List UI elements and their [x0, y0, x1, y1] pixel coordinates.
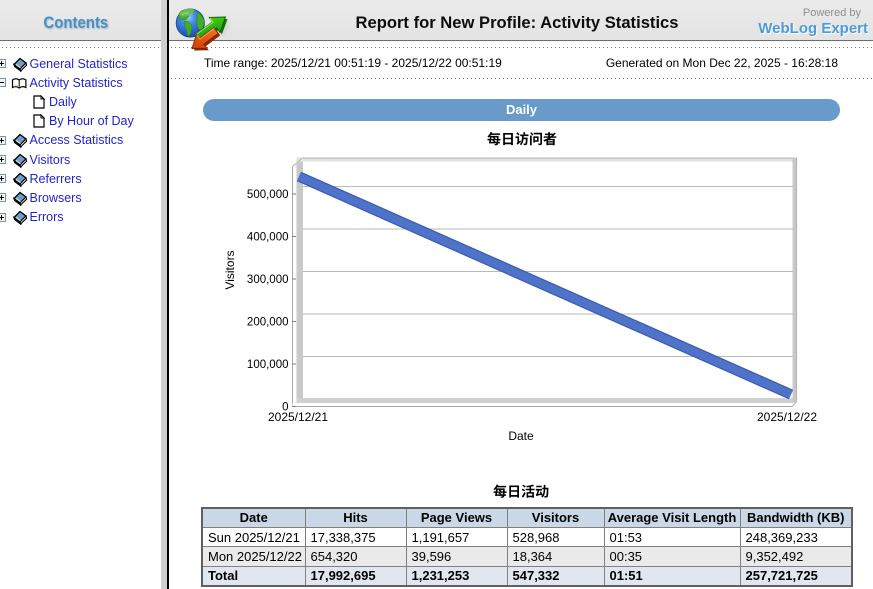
svg-text:200,000: 200,000: [247, 317, 289, 329]
svg-text:2025/12/22: 2025/12/22: [757, 410, 817, 424]
svg-text:400,000: 400,000: [247, 232, 289, 244]
svg-text:500,000: 500,000: [247, 189, 289, 201]
svg-text:2025/12/21: 2025/12/21: [268, 410, 328, 424]
svg-text:Date: Date: [508, 429, 534, 443]
svg-text:0: 0: [282, 402, 288, 414]
svg-text:Visitors: Visitors: [223, 250, 237, 289]
svg-text:300,000: 300,000: [247, 274, 289, 286]
svg-text:100,000: 100,000: [247, 359, 289, 371]
